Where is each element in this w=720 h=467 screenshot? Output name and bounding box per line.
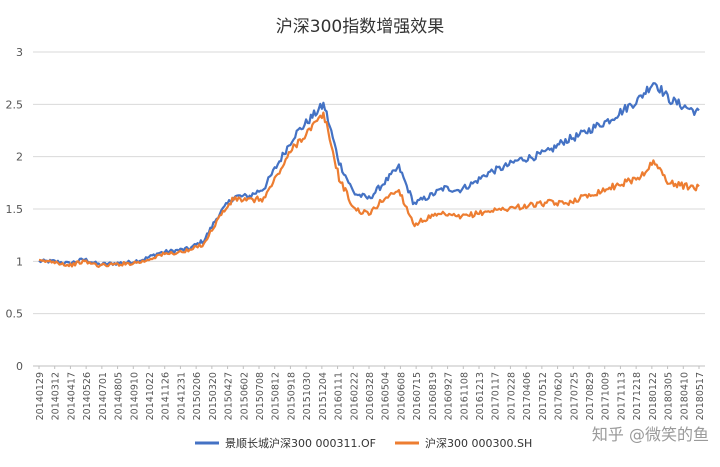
- x-tick-label: 20141126: [161, 372, 172, 420]
- x-tick-label: 20160328: [365, 372, 376, 420]
- x-tick-label: 20161108: [459, 372, 470, 420]
- x-tick-label: 20180305: [664, 372, 675, 420]
- series-line-2: [38, 111, 700, 268]
- x-tick-label: 20171218: [632, 372, 643, 420]
- y-tick-label: 2: [16, 151, 23, 164]
- x-tick-label: 20151204: [318, 372, 329, 420]
- legend-label-2: 沪深300 000300.SH: [425, 436, 532, 450]
- x-tick-label: 20150812: [271, 372, 282, 420]
- x-tick-label: 20170829: [585, 372, 596, 420]
- x-tick-label: 20140526: [82, 372, 93, 420]
- x-tick-label: 20170406: [522, 372, 533, 420]
- x-tick-label: 20150918: [286, 372, 297, 420]
- x-tick-label: 20150427: [224, 372, 235, 420]
- y-tick-label: 3: [16, 46, 23, 59]
- x-tick-label: 20140701: [98, 372, 109, 420]
- x-tick-label: 20160927: [444, 372, 455, 420]
- legend: 景顺长城沪深300 000311.OF 沪深300 000300.SH: [195, 436, 532, 450]
- x-tick-label: 20140910: [129, 372, 140, 420]
- x-tick-label: 20160504: [381, 372, 392, 420]
- x-tick-label: 20160608: [396, 372, 407, 420]
- x-tick-label: 20150708: [255, 372, 266, 420]
- x-tick-label: 20141022: [145, 372, 156, 420]
- y-tick-label: 2.5: [6, 98, 24, 111]
- x-tick-label: 20150320: [208, 372, 219, 420]
- x-tick-label: 20141231: [176, 372, 187, 420]
- x-tick-label: 20170620: [554, 372, 565, 420]
- y-tick-label: 1.5: [6, 203, 24, 216]
- x-tick-label: 20180517: [695, 372, 706, 420]
- x-tick-label: 20151030: [302, 372, 313, 420]
- x-tick-label: 20150602: [239, 372, 250, 420]
- series-lines: [38, 82, 700, 268]
- legend-label-1: 景顺长城沪深300 000311.OF: [225, 436, 376, 450]
- x-tick-label: 20160715: [412, 372, 423, 420]
- watermark: 知乎 @微笑的鱼: [592, 425, 709, 444]
- x-tick-label: 20171009: [601, 372, 612, 420]
- x-tick-label: 20160222: [349, 372, 360, 420]
- y-tick-label: 1: [16, 255, 23, 268]
- x-tick-label: 20170512: [538, 372, 549, 420]
- y-axis-ticks: 0 0.5 1 1.5 2 2.5 3: [6, 46, 24, 373]
- y-tick-label: 0: [16, 360, 23, 373]
- x-tick-label: 20160819: [428, 372, 439, 420]
- x-axis-ticks: 20140129 20140312 20140417 20140526 20140701…: [35, 366, 706, 420]
- x-tick-label: 20180410: [679, 372, 690, 420]
- x-tick-label: 20171113: [616, 372, 627, 420]
- x-tick-label: 20161213: [475, 372, 486, 420]
- x-tick-label: 20140312: [51, 372, 62, 420]
- x-tick-label: 20140129: [35, 372, 46, 420]
- x-tick-label: 20170725: [569, 372, 580, 420]
- x-tick-label: 20170117: [491, 372, 502, 420]
- y-tick-label: 0.5: [6, 308, 24, 321]
- x-tick-label: 20170228: [506, 372, 517, 420]
- x-tick-label: 20180122: [648, 372, 659, 420]
- x-tick-label: 20140417: [66, 372, 77, 420]
- x-tick-label: 20140805: [114, 372, 125, 420]
- x-tick-label: 20160111: [334, 372, 345, 420]
- x-tick-label: 20150206: [192, 372, 203, 420]
- chart-title: 沪深300指数增强效果: [276, 17, 444, 37]
- series-line-1: [38, 82, 700, 267]
